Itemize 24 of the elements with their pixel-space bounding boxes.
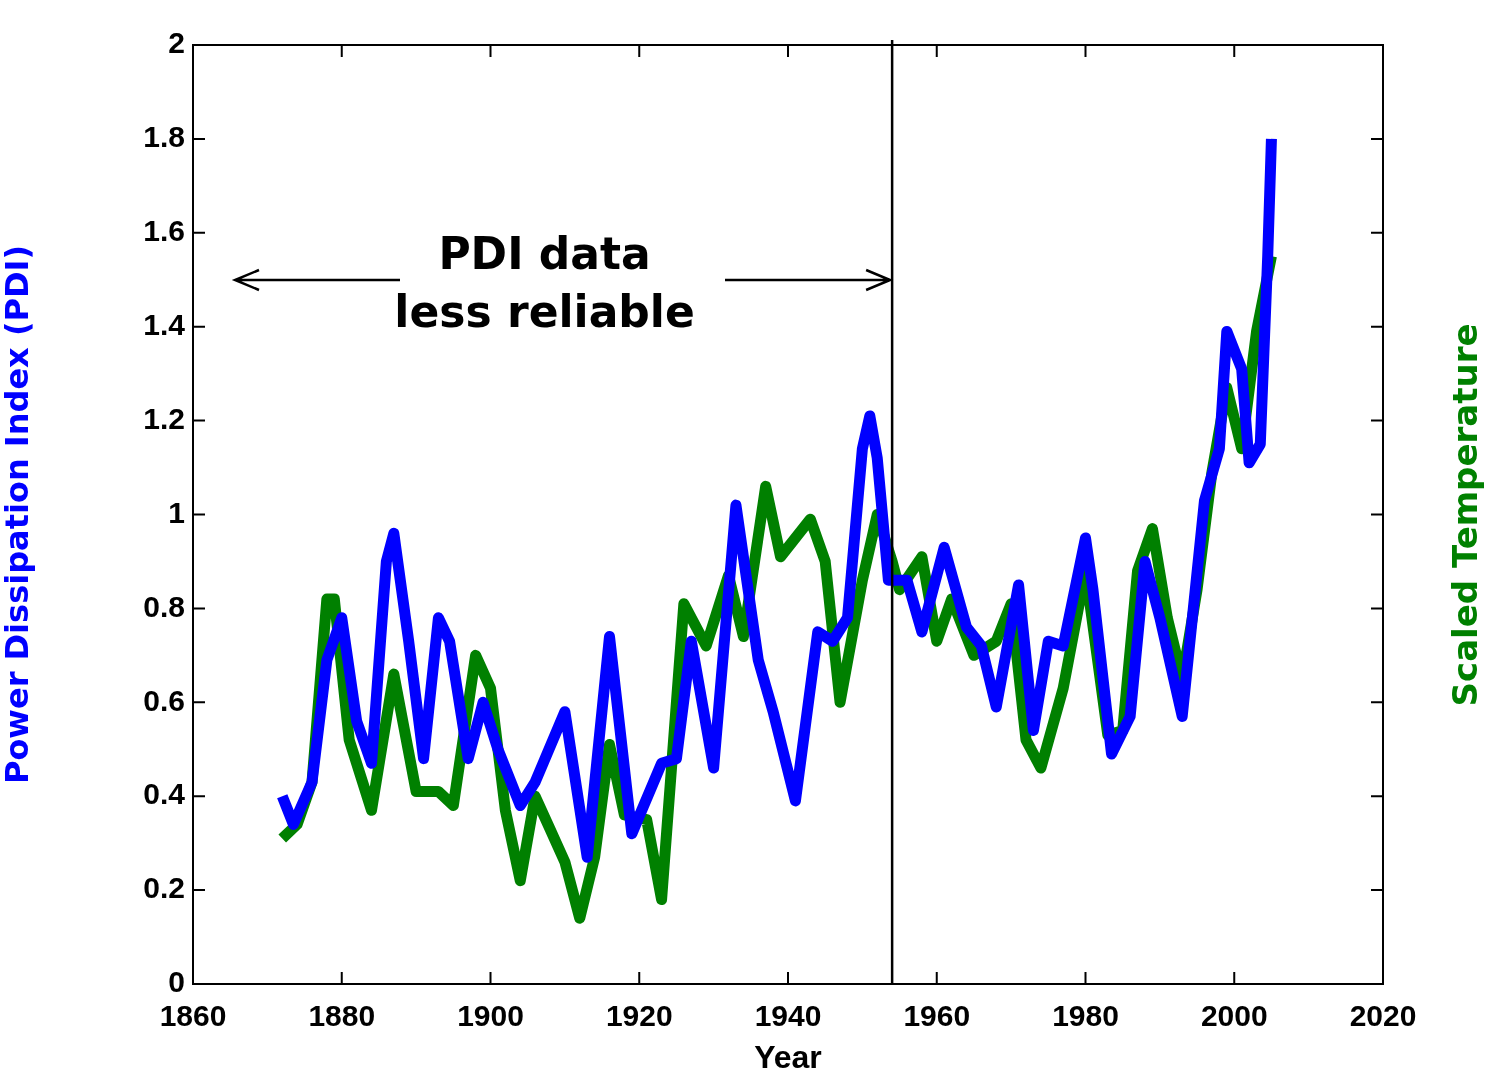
y-tick-label: 1.4	[143, 307, 186, 341]
x-tick-label: 2020	[1349, 999, 1417, 1033]
x-tick-label: 1860	[159, 999, 227, 1033]
x-tick-label: 1960	[903, 999, 971, 1033]
y-tick-label: 0	[168, 965, 185, 999]
x-tick-label: 1880	[308, 999, 376, 1033]
y-tick-label: 0.8	[143, 589, 185, 623]
x-tick-label: 1920	[605, 999, 673, 1033]
y2-axis-title: Scaled Temperature	[1445, 322, 1485, 707]
y-tick-label: 1.6	[143, 214, 185, 248]
y-tick-label: 0.4	[143, 777, 186, 811]
y-tick-label: 1	[168, 495, 185, 529]
annotation: PDI data less reliable	[394, 226, 695, 339]
x-axis-title: Year	[754, 1038, 822, 1075]
y-tick-label: 0.6	[143, 683, 185, 717]
y-tick-label: 0.2	[143, 871, 185, 905]
x-tick-label: 2000	[1200, 999, 1268, 1033]
y-tick-label: 1.2	[143, 401, 185, 435]
y-axis-title: Power Dissipation Index (PDI)	[0, 244, 36, 785]
x-tick-label: 1980	[1052, 999, 1119, 1033]
y-tick-label: 2	[168, 26, 185, 60]
x-tick-label: 1900	[457, 999, 524, 1033]
x-tick-label: 1940	[754, 999, 822, 1033]
y-tick-label: 1.8	[143, 120, 185, 154]
